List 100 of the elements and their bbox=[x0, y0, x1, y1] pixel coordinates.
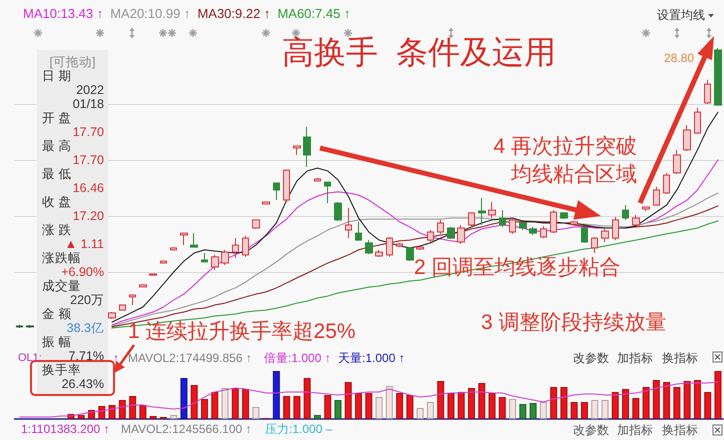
text: MAVOL2:174499.856 ↑ bbox=[128, 351, 252, 366]
bar bbox=[580, 402, 588, 419]
candlestick bbox=[427, 230, 434, 243]
annotation: 17.70 bbox=[72, 125, 104, 139]
candlestick bbox=[499, 210, 506, 228]
candlestick bbox=[149, 273, 157, 276]
bar bbox=[570, 402, 578, 419]
text: 改参数 bbox=[573, 423, 609, 438]
bar bbox=[560, 386, 568, 419]
candlestick bbox=[488, 202, 496, 218]
bar bbox=[211, 392, 218, 419]
bar bbox=[673, 386, 680, 419]
candlestick bbox=[540, 226, 547, 239]
candlestick bbox=[375, 249, 383, 258]
candlestick bbox=[355, 221, 362, 242]
bar bbox=[376, 397, 383, 419]
candlestick bbox=[437, 219, 444, 234]
text: 7.71% bbox=[68, 349, 104, 363]
annotation: 金 额 bbox=[42, 307, 72, 321]
annotation: 17.70 bbox=[72, 153, 104, 167]
text: 倍量:1.000 ↑ bbox=[264, 351, 331, 366]
candlestick bbox=[16, 324, 23, 328]
annotation: 4 再次拉升突破均线粘合区域 bbox=[492, 134, 637, 188]
bar bbox=[437, 380, 444, 419]
bar bbox=[663, 382, 670, 419]
bar bbox=[108, 404, 116, 419]
text: 设置均线 bbox=[657, 8, 705, 23]
candlestick bbox=[591, 236, 598, 254]
bar bbox=[704, 392, 712, 419]
candlestick bbox=[221, 249, 229, 266]
candlestick bbox=[622, 204, 629, 220]
candlestick bbox=[714, 48, 722, 106]
candlestick bbox=[334, 202, 342, 222]
candlestick bbox=[273, 182, 280, 201]
annotation: 01/18 bbox=[72, 97, 104, 111]
bar bbox=[468, 388, 475, 419]
candlestick bbox=[262, 202, 270, 204]
annotation: 16.46 bbox=[72, 181, 104, 195]
bar bbox=[222, 388, 229, 419]
bar bbox=[355, 392, 362, 419]
candlestick bbox=[119, 304, 126, 311]
bar bbox=[272, 371, 280, 419]
candlestick bbox=[673, 149, 681, 174]
candlestick bbox=[468, 212, 475, 228]
bar bbox=[458, 392, 465, 419]
bar bbox=[129, 396, 136, 419]
candlestick bbox=[457, 224, 465, 244]
annotation: [可拖动] bbox=[48, 55, 96, 69]
candlestick bbox=[601, 228, 609, 243]
bar bbox=[694, 380, 701, 419]
bar bbox=[180, 378, 188, 419]
text: OL1: bbox=[18, 352, 42, 365]
candlestick bbox=[704, 79, 711, 104]
bar bbox=[98, 406, 106, 419]
candlestick bbox=[560, 212, 568, 220]
annotation: 2022 bbox=[76, 83, 104, 97]
text: MAVOL2:1245566.100 ↑ bbox=[121, 422, 252, 437]
bar bbox=[293, 396, 300, 419]
annotation: 1 连续拉升换手率超25% bbox=[128, 320, 356, 344]
candlestick bbox=[416, 245, 424, 250]
bar bbox=[684, 380, 691, 419]
text: 加指标 bbox=[617, 351, 653, 366]
bar bbox=[416, 408, 424, 419]
candlestick bbox=[632, 214, 640, 227]
bar bbox=[232, 388, 239, 419]
bar bbox=[530, 403, 537, 419]
candlestick bbox=[314, 177, 321, 182]
bar bbox=[540, 402, 547, 419]
candlestick bbox=[581, 226, 588, 244]
candlestick bbox=[211, 254, 219, 271]
candlestick bbox=[550, 210, 557, 234]
text: 换指标 bbox=[662, 423, 698, 438]
bar bbox=[200, 398, 208, 419]
bar bbox=[386, 386, 393, 419]
candlestick bbox=[201, 252, 208, 262]
candlestick bbox=[232, 238, 239, 258]
annotation: 26.43% bbox=[62, 377, 104, 391]
bar bbox=[622, 389, 630, 419]
bar bbox=[78, 415, 85, 419]
bar bbox=[406, 395, 414, 419]
candlestick bbox=[180, 232, 188, 246]
candlestick bbox=[26, 324, 34, 328]
candlestick bbox=[683, 124, 691, 152]
annotation: 涨跌幅 bbox=[42, 251, 81, 265]
annotation: ▲ 1.11 bbox=[64, 237, 104, 251]
candlestick bbox=[642, 206, 650, 212]
candlestick bbox=[519, 221, 527, 230]
candlestick bbox=[612, 216, 619, 241]
candlestick bbox=[160, 260, 167, 264]
candlestick bbox=[252, 219, 260, 230]
candlestick bbox=[663, 172, 670, 194]
annotation: 最 高 bbox=[42, 139, 72, 153]
candlestick bbox=[293, 146, 301, 156]
candlestick bbox=[139, 284, 147, 288]
candlestick bbox=[190, 232, 198, 248]
candlestick bbox=[447, 226, 455, 240]
bar bbox=[170, 415, 178, 419]
bar bbox=[314, 415, 321, 419]
bar bbox=[642, 386, 650, 419]
bar bbox=[714, 371, 722, 419]
